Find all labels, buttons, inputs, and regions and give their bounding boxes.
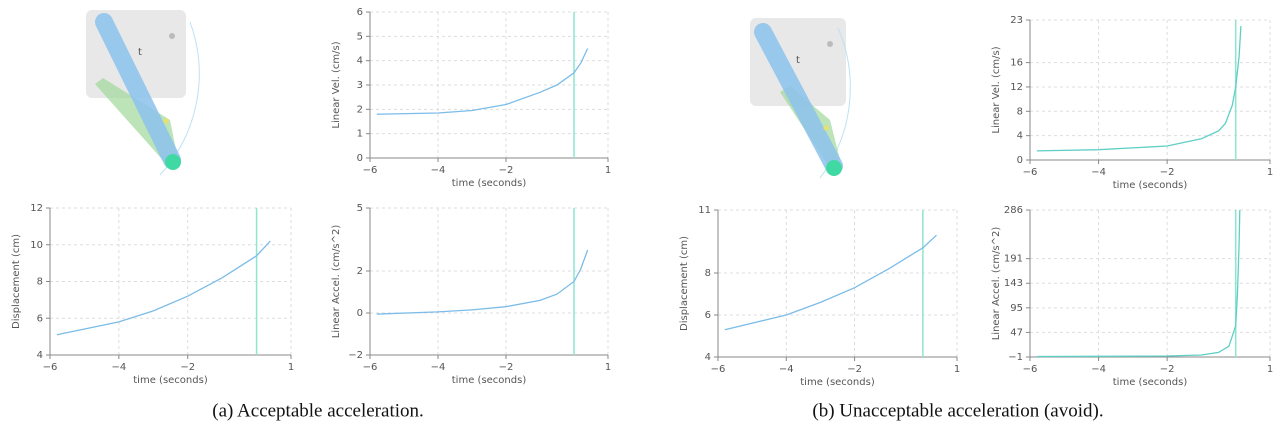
x-tick-label: 1 [605,165,611,176]
x-tick-label: −2 [499,165,514,176]
y-tick-label: 47 [1010,327,1023,338]
line [376,249,589,315]
x-tick-label: 1 [1267,364,1273,375]
y-tick-label: −2 [348,350,363,361]
x-tick-label: 1 [605,362,611,373]
x-tick-label: −4 [1091,167,1106,178]
x-tick-label: −4 [431,165,446,176]
x-tick-label: −6 [711,364,726,375]
x-tick-label: 1 [1267,167,1273,178]
line [1036,26,1242,152]
line [724,234,937,331]
y-tick-label: 5 [357,31,363,42]
y-tick-label: 12 [30,203,43,214]
y-axis-label: Displacement (cm) [679,236,690,331]
x-tick-label: −2 [1160,167,1175,178]
y-axis-label: Linear Vel. (cm/s) [331,41,342,128]
x-tick-label: −4 [111,362,126,373]
y-tick-label: 143 [1004,278,1023,289]
x-tick-label: −6 [43,362,58,373]
caption: (b) Unacceptable acceleration (avoid). [812,400,1103,421]
y-tick-label: 8 [705,268,711,279]
y-axis-label: Linear Accel. (cm/s^2) [991,227,1002,341]
y-tick-label: 4 [37,350,43,361]
x-tick-label: −4 [1091,364,1106,375]
y-tick-label: 2 [357,104,363,115]
x-tick-label: 1 [954,364,960,375]
x-tick-label: 1 [288,362,294,373]
y-tick-label: 286 [1004,205,1023,216]
x-tick-label: −6 [1023,167,1038,178]
x-axis-label: time (seconds) [1113,180,1188,191]
x-axis-label: time (seconds) [1113,377,1188,388]
y-tick-label: 8 [1017,106,1023,117]
y-tick-label: −1 [1008,352,1023,363]
y-tick-label: 191 [1004,254,1023,265]
x-axis-label: time (seconds) [800,377,875,388]
x-axis-label: time (seconds) [133,375,208,386]
line [56,240,271,336]
y-tick-label: 8 [37,277,43,288]
robot-illustration: t [750,18,851,179]
x-tick-label: −4 [431,362,446,373]
x-tick-label: −2 [847,364,862,375]
y-tick-label: 23 [1010,15,1023,26]
y-tick-label: 3 [357,80,363,91]
svg-text:t: t [138,47,142,58]
line [376,48,589,115]
x-tick-label: −2 [1160,364,1175,375]
line [1036,209,1241,358]
y-axis-label: Linear Accel. (cm/s^2) [331,225,342,339]
y-tick-label: 5 [357,203,363,214]
y-tick-label: 10 [30,240,43,251]
y-tick-label: 2 [357,266,363,277]
y-tick-label: 0 [1017,155,1023,166]
y-tick-label: 4 [357,56,363,67]
x-axis-label: time (seconds) [452,375,527,386]
x-tick-label: −6 [363,165,378,176]
x-tick-label: −2 [499,362,514,373]
y-axis-label: Linear Vel. (cm/s) [991,46,1002,133]
y-tick-label: 16 [1010,58,1023,69]
y-tick-label: 0 [357,153,363,164]
y-tick-label: 1 [357,129,363,140]
caption: (a) Acceptable acceleration. [212,400,424,421]
y-tick-label: 11 [698,205,711,216]
y-tick-label: 0 [357,308,363,319]
y-tick-label: 6 [705,310,711,321]
y-tick-label: 12 [1010,82,1023,93]
y-axis-label: Displacement (cm) [11,234,22,329]
x-tick-label: −4 [779,364,794,375]
robot-illustration: t [86,10,200,176]
x-tick-label: −2 [180,362,195,373]
x-tick-label: −6 [1023,364,1038,375]
x-tick-label: −6 [363,362,378,373]
y-tick-label: 6 [37,313,43,324]
y-tick-label: 4 [1017,131,1023,142]
x-axis-label: time (seconds) [452,178,527,189]
y-tick-label: 95 [1010,303,1023,314]
svg-text:t: t [796,55,800,66]
y-tick-label: 6 [357,7,363,18]
y-tick-label: 4 [705,352,711,363]
